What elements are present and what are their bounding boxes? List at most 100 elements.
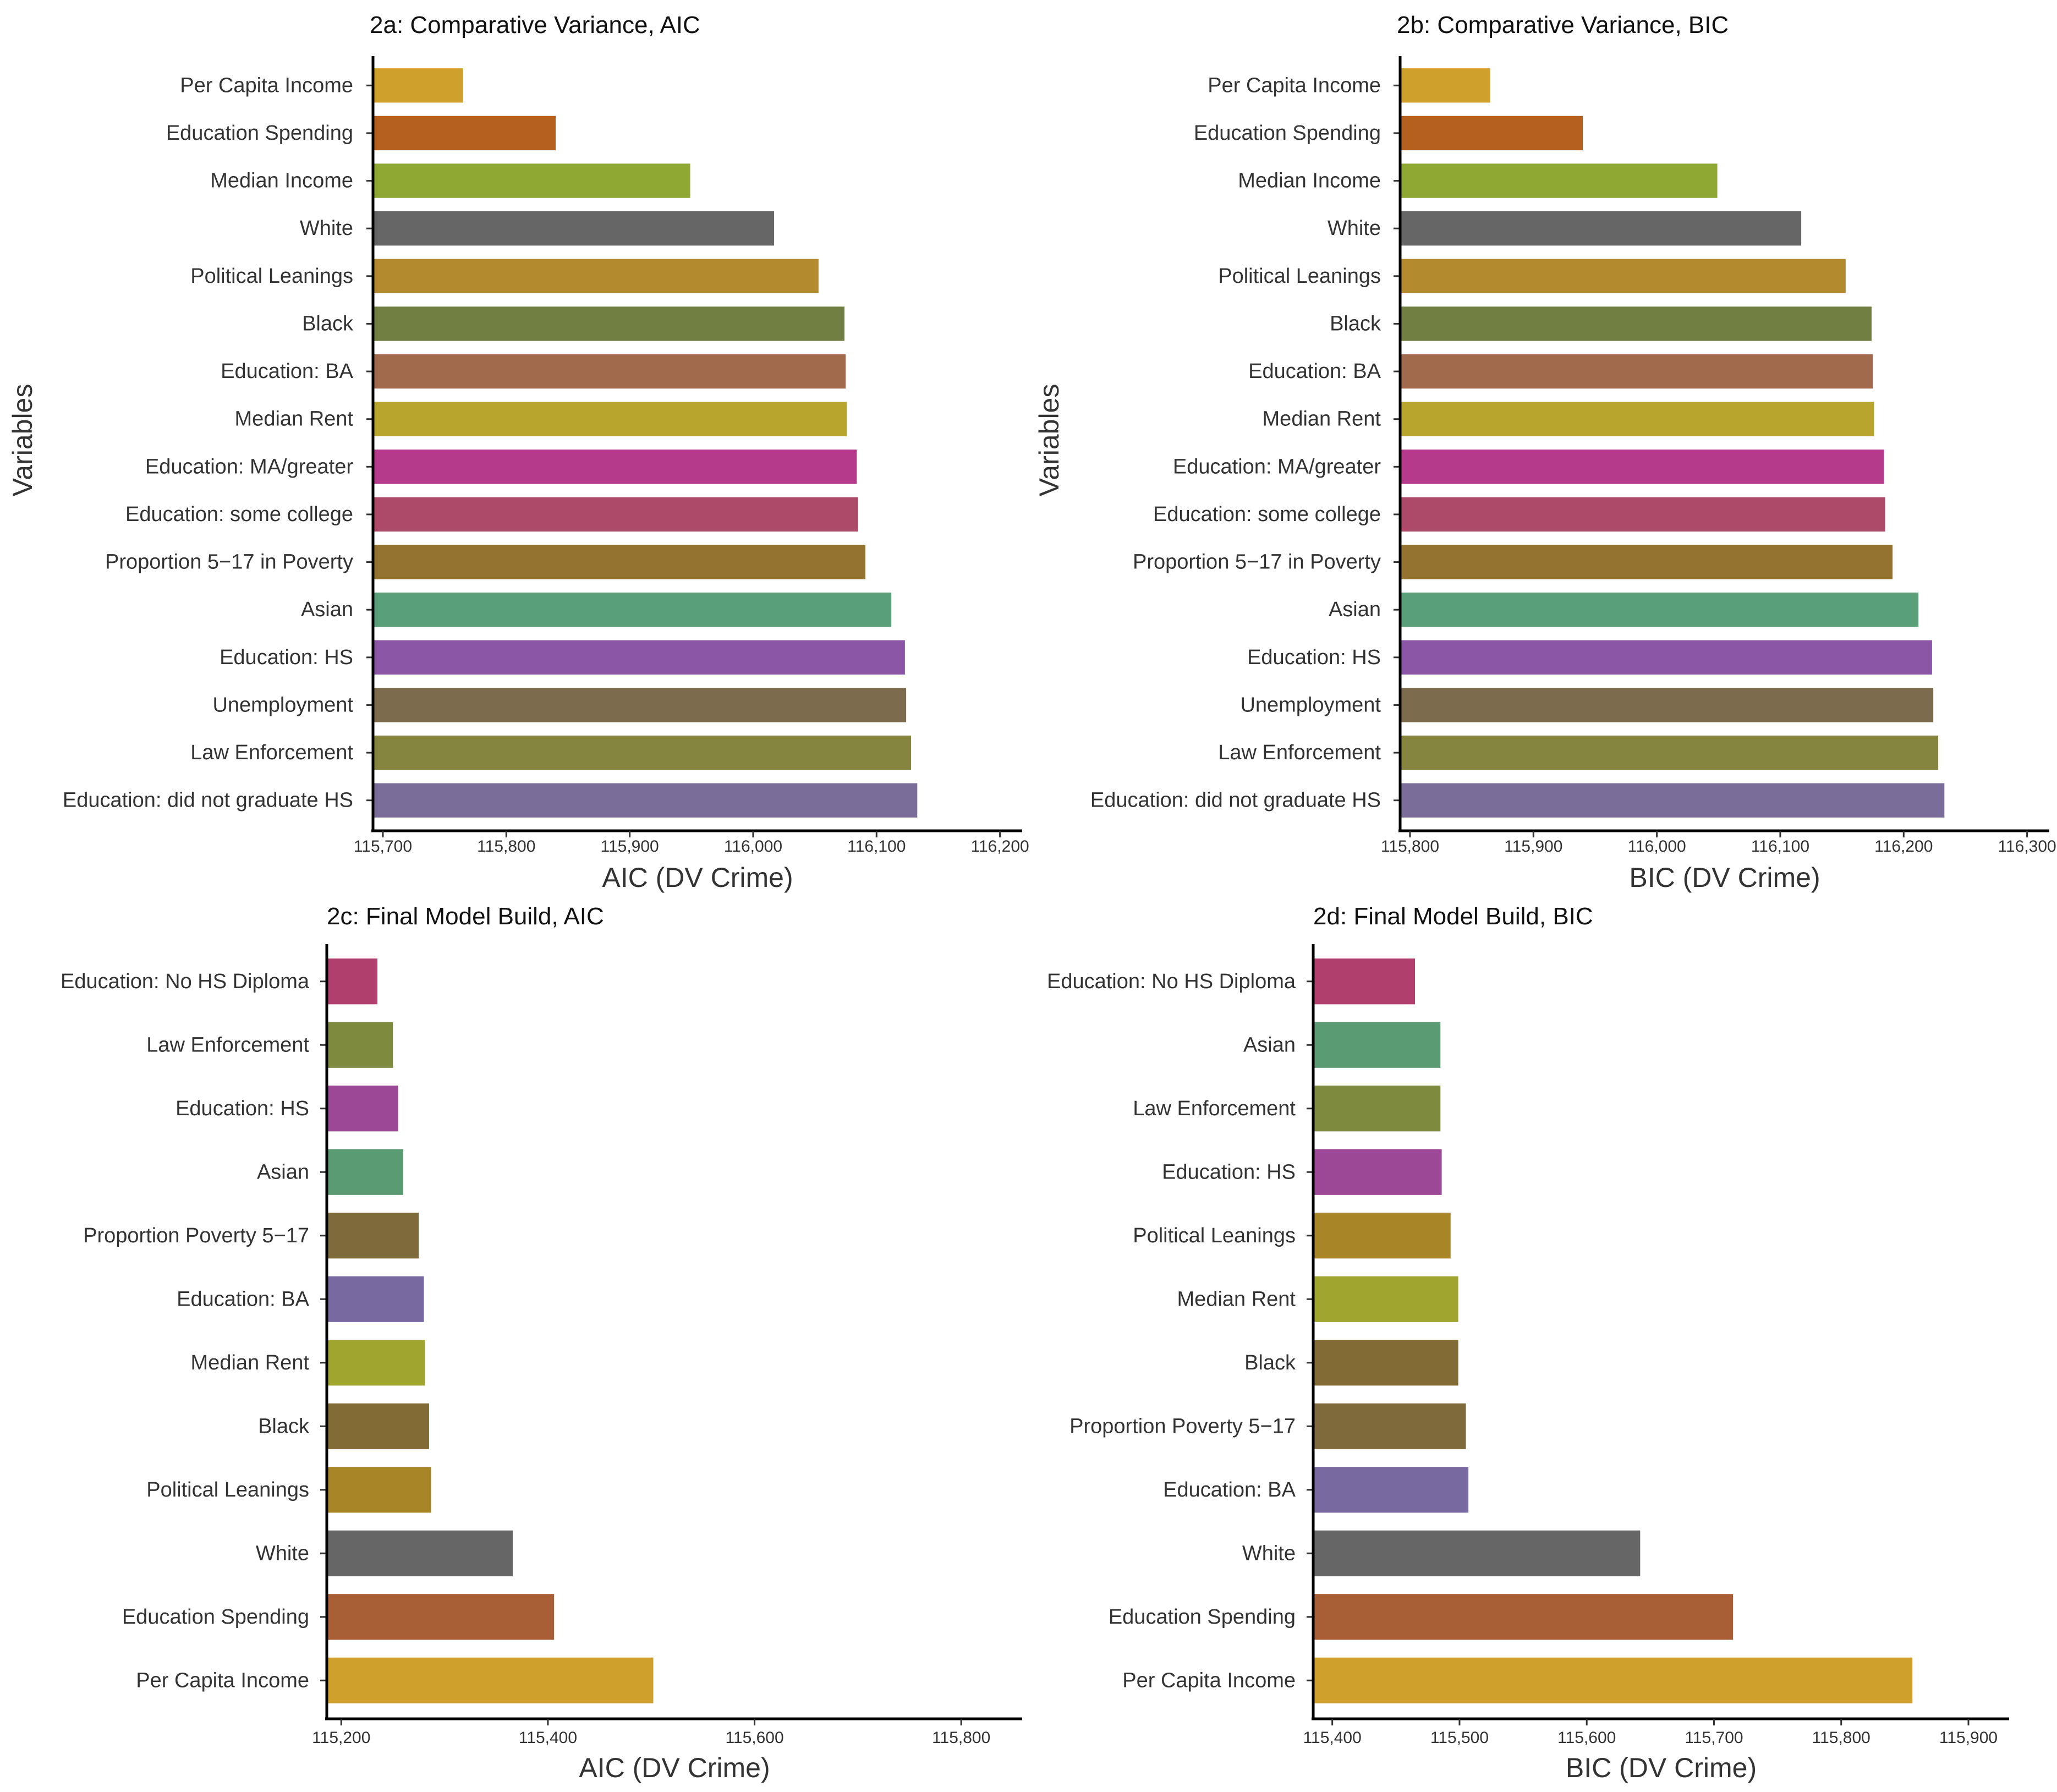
panel-2c-bar-education-ba (327, 1276, 424, 1322)
panel-2b-title: 2b: Comparative Variance, BIC (1397, 12, 1729, 39)
panel-2b-category-label: Political Leanings (1218, 265, 1381, 288)
panel-2b-bar-median-income (1400, 163, 1718, 198)
panel-2c-title: 2c: Final Model Build, AIC (327, 903, 604, 930)
panel-2a-bar-education-some-college (373, 497, 858, 532)
panel-2c-category-label: Black (258, 1415, 310, 1438)
panel-2a-y-axis-title: Variables (7, 384, 38, 497)
panel-2c-bar-proportion-poverty-5-17 (327, 1213, 419, 1259)
panel-2b-category-label: Education: some college (1153, 503, 1381, 526)
panel-2a-title: 2a: Comparative Variance, AIC (370, 12, 700, 39)
panel-2a-bar-unemployment (373, 688, 907, 722)
panel-2b-x-axis-title: BIC (DV Crime) (1629, 862, 1820, 893)
panel-2c-xtick-label: 115,800 (932, 1729, 990, 1747)
panel-2a-bar-education-ma-greater (373, 450, 857, 484)
panel-2a-bar-white (373, 211, 775, 246)
panel-2b-xtick-label: 116,100 (1751, 837, 1809, 856)
panel-2c-category-label: Per Capita Income (136, 1669, 309, 1692)
panel-2d-xtick-label: 115,700 (1685, 1729, 1743, 1747)
panel-2b-bar-unemployment (1400, 688, 1934, 722)
panel-2b-category-label: Asian (1329, 598, 1381, 621)
panel-2d: Education: No HS Diploma Asian Law Enforce… (1047, 903, 2009, 1783)
panel-2a-bar-political-leanings (373, 259, 819, 293)
panel-2d-bar-education-hs (1313, 1149, 1442, 1195)
panel-2c-category-label: Asian (257, 1160, 309, 1183)
panel-2c-bar-education-no-hs-diploma (327, 958, 378, 1005)
panel-2a: Per Capita Income Education Spending Media… (7, 12, 1029, 893)
panel-2a-category-label: Median Income (210, 169, 353, 193)
panel-2a-x-axis-title: AIC (DV Crime) (602, 862, 793, 893)
panel-2b-bar-white (1400, 211, 1802, 246)
panel-2a-category-label: White (300, 217, 353, 240)
panel-2b-bar-median-rent (1400, 402, 1874, 436)
panel-2a-category-label: Per Capita Income (180, 74, 353, 97)
panel-2d-title: 2d: Final Model Build, BIC (1313, 903, 1593, 930)
panel-2a-category-label: Education: some college (125, 503, 353, 526)
panel-2c-bar-black (327, 1403, 429, 1449)
panel-2c-xtick-label: 115,600 (725, 1729, 783, 1747)
panel-2d-category-label: Education: No HS Diploma (1047, 970, 1296, 993)
panel-2c-bar-political-leanings (327, 1467, 431, 1513)
panel-2d-category-label: Asian (1243, 1033, 1296, 1056)
panel-2a-bar-education-spending (373, 116, 556, 151)
panel-2d-category-label: Proportion Poverty 5−17 (1069, 1415, 1296, 1438)
panel-2b-category-label: Proportion 5−17 in Poverty (1133, 551, 1381, 574)
panel-2d-bar-education-no-hs-diploma (1313, 958, 1416, 1005)
panel-2c-bar-white (327, 1530, 513, 1576)
panel-2c-category-label: Education: No HS Diploma (61, 970, 310, 993)
panel-2b-category-label: Education Spending (1194, 122, 1381, 145)
panel-2a-category-label: Proportion 5−17 in Poverty (105, 551, 353, 574)
panel-2b-category-label: Per Capita Income (1208, 74, 1381, 97)
panel-2b-bar-education-some-college (1400, 497, 1885, 532)
panel-2d-category-label: Education Spending (1109, 1605, 1296, 1629)
panel-2d-category-label: White (1242, 1542, 1296, 1565)
panel-2d-bar-white (1313, 1530, 1641, 1576)
panel-2d-category-label: Black (1244, 1351, 1296, 1374)
panel-2a-category-label: Unemployment (212, 693, 353, 716)
panel-2b-bar-black (1400, 306, 1872, 341)
panel-2a-xtick-label: 116,100 (847, 837, 906, 856)
panel-2c-bar-asian (327, 1149, 403, 1195)
panel-2d-xtick-label: 115,600 (1557, 1729, 1616, 1747)
panel-2c-bar-education-hs (327, 1086, 398, 1132)
panel-2a-category-label: Education: BA (221, 360, 353, 383)
panel-2b-category-label: Education: did not graduate HS (1090, 789, 1381, 812)
panel-2c-xtick-label: 115,200 (312, 1729, 370, 1747)
panel-2a-category-label: Black (302, 312, 354, 335)
panel-2b-xtick-label: 115,900 (1504, 837, 1562, 856)
panel-2c-category-label: Education: BA (177, 1287, 309, 1311)
panel-2d-xtick-label: 115,900 (1939, 1729, 1998, 1747)
panel-2b-bar-education-ma-greater (1400, 450, 1884, 484)
panel-2b-bar-law-enforcement (1400, 735, 1939, 770)
panel-2b-xtick-label: 116,200 (1874, 837, 1933, 856)
panel-2b-bar-asian (1400, 593, 1919, 627)
panel-2a-category-label: Education: MA/greater (145, 455, 353, 478)
panel-2a-xtick-label: 115,700 (354, 837, 412, 856)
panel-2c-bar-education-spending (327, 1594, 555, 1640)
panel-2a-category-label: Median Rent (235, 408, 354, 431)
panel-2a-bar-proportion-5-17-in-poverty (373, 545, 866, 579)
panel-2b-bar-per-capita-income (1400, 68, 1490, 103)
panel-2b-category-label: Black (1330, 312, 1381, 335)
panel-2b-category-label: Median Rent (1263, 408, 1381, 431)
panel-2a-xtick-label: 115,800 (477, 837, 535, 856)
panel-2b-xtick-label: 116,000 (1628, 837, 1686, 856)
panel-2b-bar-education-did-not-graduate-hs (1400, 783, 1945, 818)
panel-2a-category-label: Law Enforcement (190, 741, 353, 764)
panel-2b-xtick-label: 116,300 (1998, 837, 2056, 856)
panel-2b-xtick-label: 115,800 (1381, 837, 1439, 856)
panel-2b-bar-proportion-5-17-in-poverty (1400, 545, 1893, 579)
panel-2d-bar-black (1313, 1340, 1458, 1386)
panel-2b-category-label: Law Enforcement (1218, 741, 1381, 764)
panel-2a-bar-median-rent (373, 402, 847, 436)
panel-2a-category-label: Education: did not graduate HS (63, 789, 353, 812)
panel-2b-bar-education-ba (1400, 354, 1873, 389)
panel-2a-bar-black (373, 306, 844, 341)
panel-2d-category-label: Per Capita Income (1122, 1669, 1296, 1692)
panel-2b-category-label: White (1328, 217, 1381, 240)
panel-2c-bar-per-capita-income (327, 1657, 654, 1703)
panel-2d-bar-asian (1313, 1022, 1441, 1068)
panel-2d-category-label: Median Rent (1177, 1287, 1296, 1311)
panel-2d-xtick-label: 115,400 (1303, 1729, 1362, 1747)
panel-2d-bar-law-enforcement (1313, 1086, 1441, 1132)
